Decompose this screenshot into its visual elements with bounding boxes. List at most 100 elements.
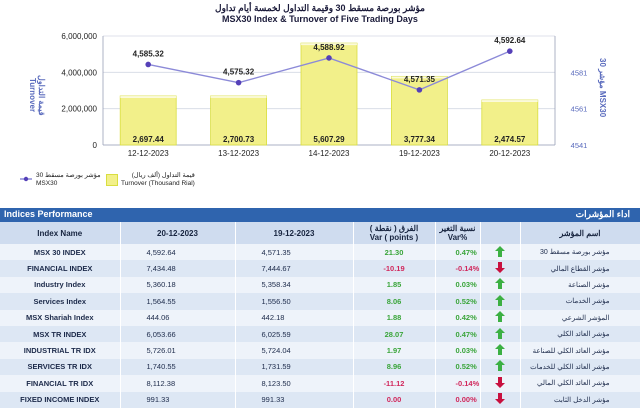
section-title: Indices Performance [4, 209, 93, 219]
var-percent-cell: 0.03% [435, 342, 481, 359]
arrow [480, 276, 521, 294]
var-percent-cell: 0.52% [435, 293, 481, 310]
index-name-arabic-cell: مؤشر العائد الكلي للخدمات [520, 358, 640, 376]
table-row: MSX Shariah Index 444.06 442.18 1.88 0.42% ال… [0, 309, 640, 326]
index-name-cell: MSX 30 INDEX [0, 244, 121, 261]
index-name-arabic-cell: مؤشر العائد الكلي للصناعة [520, 342, 640, 359]
value-date1-cell: 6,053.66 [120, 325, 236, 343]
table-row: FIXED INCOME INDEX 991.33 991.33 0.00 0.00% م… [0, 391, 640, 408]
index-name-cell: FINANCIAL TR IDX [0, 375, 121, 392]
value-date2-cell: 1,731.59 [235, 358, 354, 376]
arrow-up-icon [495, 311, 505, 323]
value-date1-cell: 5,726.01 [120, 342, 236, 359]
col-header-date1: 20-12-2023 [120, 222, 236, 244]
var-percent-cell: -0.14% [435, 375, 481, 392]
arrow [480, 325, 521, 343]
y-right-label: MSX30 [598, 91, 607, 118]
line-value-label: 4,592.64 [494, 36, 526, 45]
index-name-arabic-cell: مؤشر القطاع المالي [520, 260, 640, 277]
col-header-pct-arabic: نسبة التغير [439, 224, 476, 233]
value-date2-cell: 991.33 [235, 391, 354, 408]
var-points-cell: 28.07 [353, 325, 436, 343]
var-points-cell: 8.06 [353, 293, 436, 310]
legend-bar: قيمة التداول (ألف ريال) Turnover (Thousa… [121, 172, 195, 188]
line-point [235, 79, 242, 86]
value-date2-cell: 5,724.04 [235, 342, 354, 359]
arrow-up-icon [495, 294, 505, 306]
line-point [507, 48, 513, 54]
bar-value-label: 5,607.29 [313, 135, 345, 144]
col-header-arrow [480, 222, 521, 244]
arrow-up-icon [495, 245, 505, 257]
bar-value-label: 2,700.73 [223, 135, 255, 144]
var-points-cell: 1.85 [353, 276, 436, 294]
line-value-label: 4,575.32 [223, 68, 255, 77]
table-row: SERVICES TR IDX 1,740.55 1,731.59 8.96 0.52%… [0, 358, 640, 376]
table-row: Industry Index 5,360.18 5,358.34 1.85 0.03% م… [0, 276, 640, 294]
bar [119, 95, 177, 146]
arrow-down-icon [495, 393, 505, 405]
x-tick-label: 13-12-2023 [218, 149, 259, 158]
index-name-cell: Industry Index [0, 276, 121, 294]
x-tick-label: 20-12-2023 [489, 149, 530, 158]
arrow [480, 391, 521, 408]
y-left-tick-label: 0 [93, 141, 98, 150]
table-row: INDUSTRIAL TR IDX 5,726.01 5,724.04 1.97 0.0… [0, 342, 640, 359]
y-left-tick-label: 2,000,000 [61, 105, 97, 114]
var-points-cell: 1.97 [353, 342, 436, 359]
var-percent-cell: -0.14% [435, 260, 481, 277]
line-point [145, 61, 151, 68]
y-left-label-arabic: قيمة التداول [37, 74, 46, 116]
var-percent-cell: 0.00% [435, 391, 481, 408]
y-left-tick-label: 4,000,000 [61, 68, 97, 77]
line-point [326, 55, 332, 61]
legend-line-swatch [20, 176, 32, 182]
table-row: FINANCIAL TR IDX 8,112.38 8,123.50 -11.12 -0… [0, 375, 640, 392]
line-point [416, 87, 423, 93]
line-value-label: 4,585.32 [133, 49, 165, 58]
legend-bar-arabic: قيمة التداول (ألف ريال) [131, 172, 195, 179]
legend-line-arabic: مؤشر بورصة مسقط 30 [36, 172, 101, 179]
index-name-arabic-cell: مؤشر الدخل الثابت [520, 391, 640, 408]
var-points-cell: 1.88 [353, 309, 436, 326]
arrow [480, 244, 521, 261]
y-right-axis-title: مؤشر 30 MSX30 [598, 58, 607, 118]
col-header-var-arabic: الفرق ( نقطة ) [369, 224, 419, 233]
index-name-cell: FIXED INCOME INDEX [0, 391, 121, 408]
col-header-pct-label: Var% [447, 233, 468, 242]
table-row: FINANCIAL INDEX 7,434.48 7,444.67 -10.19 -0.… [0, 260, 640, 277]
line-value-label: 4,588.92 [313, 43, 345, 52]
arrow-up-icon [495, 327, 505, 339]
var-percent-cell: 0.52% [435, 358, 481, 376]
value-date1-cell: 5,360.18 [120, 276, 236, 294]
index-name-arabic-cell: مؤشر الصناعة [520, 276, 640, 294]
combo-chart: 0 2,000,000 4,000,000 6,000,000 4541 4561 4581… [61, 32, 588, 158]
legend-bar-swatch [106, 174, 118, 186]
index-name-arabic-cell: المؤشر الشرعي [520, 309, 640, 326]
chart-title-arabic: مؤشر بورصة مسقط 30 وقيمة التداول لخمسة أ… [215, 3, 425, 13]
y-right-tick-label: 4581 [571, 68, 588, 77]
legend-bar-label: Turnover (Thousand Rial) [121, 180, 195, 187]
arrow-down-icon [495, 262, 505, 274]
value-date1-cell: 4,592.64 [120, 244, 236, 261]
index-name-cell: Services Index [0, 293, 121, 310]
var-points-cell: -11.12 [353, 375, 436, 392]
index-name-cell: INDUSTRIAL TR IDX [0, 342, 121, 359]
indices-table: Index Name 20-12-2023 19-12-2023 الفرق (… [0, 222, 640, 408]
var-points-cell: 21.30 [353, 244, 436, 261]
y-left-axis-title: قيمة التداول Turnover [28, 65, 46, 125]
x-tick-label: 14-12-2023 [309, 149, 350, 158]
arrow [480, 260, 521, 277]
col-header-date2: 19-12-2023 [235, 222, 354, 244]
value-date1-cell: 444.06 [120, 309, 236, 326]
table-row: MSX TR INDEX 6,053.66 6,025.59 28.07 0.47% مؤ… [0, 325, 640, 343]
var-percent-cell: 0.47% [435, 325, 481, 343]
col-header-var-label: Var ( points ) [369, 233, 419, 242]
legend-line-label: MSX30 [36, 180, 58, 187]
table-header-row: Index Name 20-12-2023 19-12-2023 الفرق (… [0, 222, 640, 244]
value-date2-cell: 1,556.50 [235, 293, 354, 310]
index-name-arabic-cell: مؤشر الخدمات [520, 293, 640, 310]
arrow [480, 375, 521, 392]
arrow-down-icon [495, 376, 505, 388]
value-date2-cell: 442.18 [235, 309, 354, 326]
